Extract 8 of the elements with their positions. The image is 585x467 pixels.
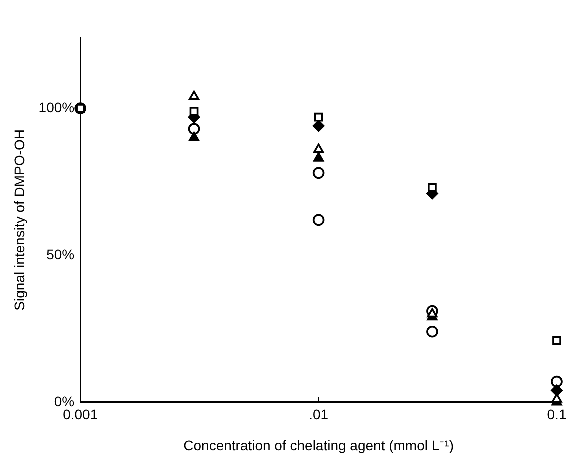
x-tick-label: .01 [309,406,329,423]
y-axis-title: Signal intensity of DMPO-OH [11,130,28,311]
x-tick-label: 0.1 [547,406,567,423]
y-tick-label: 50% [46,246,75,262]
y-tick-label: 100% [38,99,75,116]
y-tick-label: 0% [54,393,75,410]
x-tick-label: 0.001 [63,406,98,423]
x-axis-title: Concentration of chelating agent (mmol L⁻¹) [184,437,454,454]
